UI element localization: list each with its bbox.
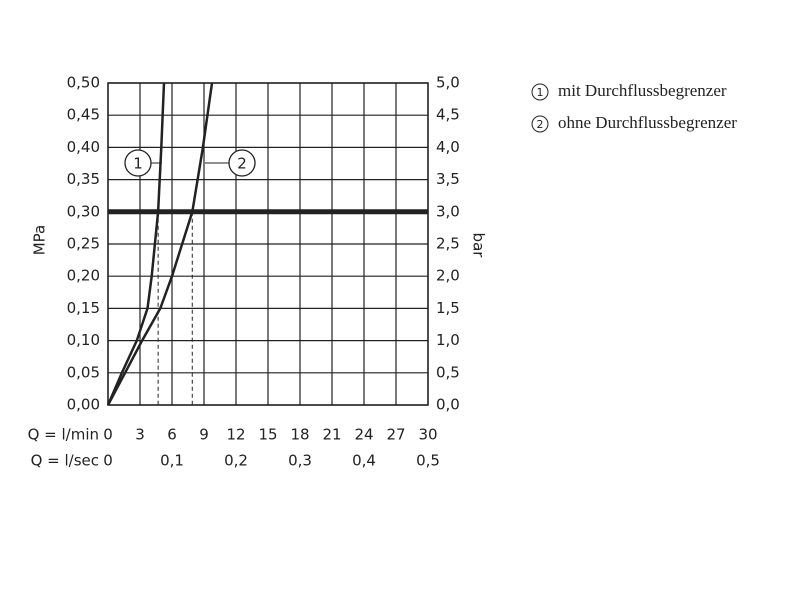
- x2-tick-label: 0: [103, 452, 113, 470]
- y2-tick-label: 3,5: [436, 170, 460, 188]
- legend-label: mit Durchflussbegrenzer: [558, 81, 727, 100]
- y-tick-label: 0,05: [67, 363, 100, 381]
- legend-marker: 1: [537, 86, 544, 99]
- y2-tick-label: 3,0: [436, 202, 460, 220]
- x2-tick-label: 0,2: [224, 452, 248, 470]
- y2-tick-label: 4,0: [436, 138, 460, 156]
- y-axis-label: MPa: [31, 225, 49, 256]
- x2-tick-label: 0,4: [352, 452, 376, 470]
- callout-circle: [228, 149, 256, 177]
- x2-tick-label: 0,1: [160, 452, 184, 470]
- y-tick-label: 0,25: [67, 235, 100, 253]
- y-tick-label: 0,40: [67, 138, 100, 156]
- y-tick-label: 0,30: [67, 202, 100, 220]
- y2-tick-label: 5,0: [436, 74, 460, 92]
- x-row-label: Q = l/min: [28, 426, 99, 444]
- x2-tick-label: 0,5: [416, 452, 440, 470]
- x2-row-label: Q = l/sec: [31, 452, 99, 470]
- y2-tick-label: 1,5: [436, 299, 460, 317]
- x-tick-label: 3: [135, 426, 145, 444]
- y2-tick-label: 2,5: [436, 235, 460, 253]
- y-tick-label: 0,45: [67, 106, 100, 124]
- x-tick-label: 18: [290, 426, 309, 444]
- y-tick-label: 0,15: [67, 299, 100, 317]
- x-tick-label: 0: [103, 426, 113, 444]
- legend-circle: [531, 115, 549, 133]
- y2-axis-label: bar: [470, 233, 488, 259]
- y-tick-label: 0,00: [67, 396, 100, 414]
- y2-tick-label: 0,0: [436, 396, 460, 414]
- y-tick-label: 0,10: [67, 331, 100, 349]
- x-tick-label: 24: [354, 426, 373, 444]
- plot-frame: [107, 82, 429, 406]
- y-tick-label: 0,35: [67, 170, 100, 188]
- series-line: [106, 82, 166, 406]
- legend-label: ohne Durchflussbegrenzer: [558, 113, 737, 132]
- x2-tick-label: 0,3: [288, 452, 312, 470]
- x-tick-label: 9: [199, 426, 209, 444]
- y2-tick-label: 1,0: [436, 331, 460, 349]
- x-tick-label: 21: [322, 426, 341, 444]
- x-tick-label: 15: [258, 426, 277, 444]
- series-line: [106, 82, 214, 406]
- callout-circle: [124, 149, 152, 177]
- legend-marker: 2: [537, 118, 544, 131]
- y-tick-label: 0,50: [67, 74, 100, 92]
- x-tick-label: 6: [167, 426, 177, 444]
- y2-tick-label: 0,5: [436, 363, 460, 381]
- legend-circle: [531, 83, 549, 101]
- callout-marker: 2: [237, 155, 247, 173]
- x-tick-label: 12: [226, 426, 245, 444]
- y-tick-label: 0,20: [67, 267, 100, 285]
- x-tick-label: 27: [386, 426, 405, 444]
- callout-marker: 1: [133, 155, 143, 173]
- x-tick-label: 30: [418, 426, 437, 444]
- y2-tick-label: 2,0: [436, 267, 460, 285]
- y2-tick-label: 4,5: [436, 106, 460, 124]
